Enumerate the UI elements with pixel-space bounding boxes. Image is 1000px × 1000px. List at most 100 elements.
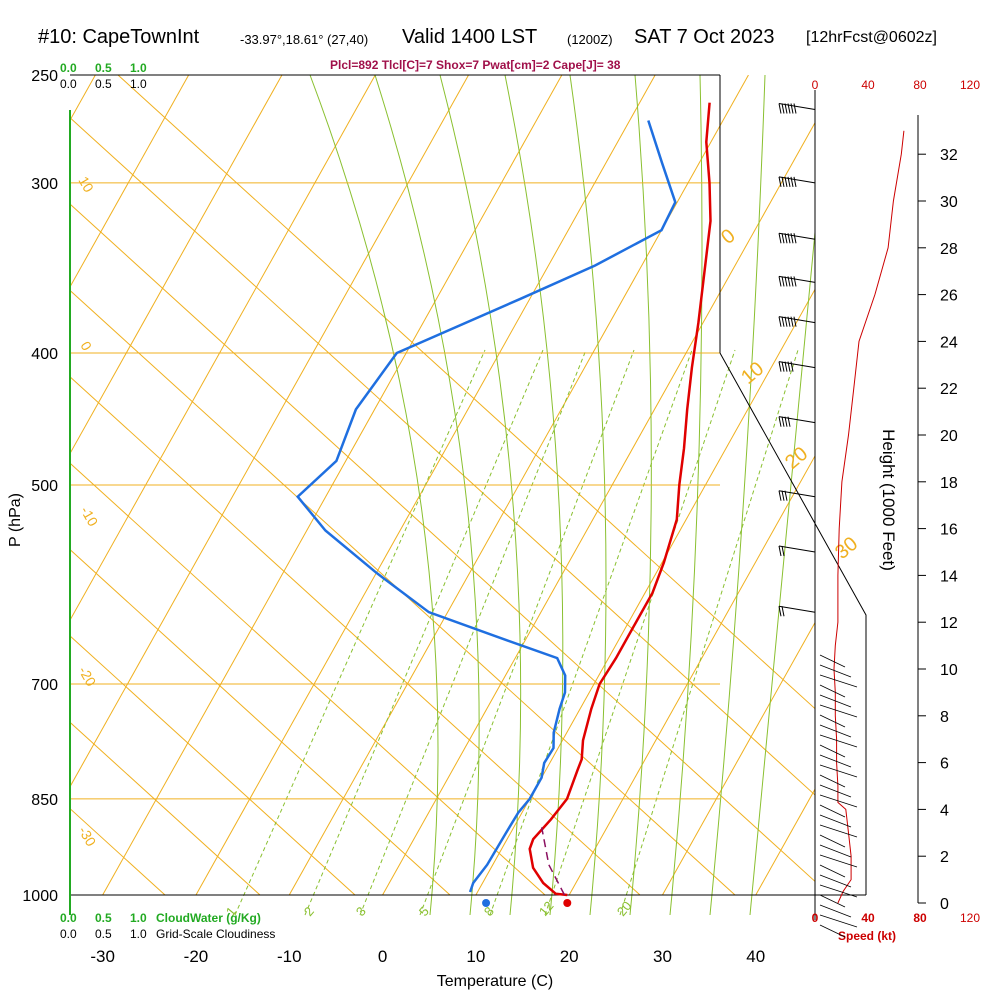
wind-barb [819,864,846,878]
chart-title: #10: CapeTownInt -33.97°,18.61° (27,40) … [0,26,1000,60]
y-tick-label: 1000 [22,888,58,905]
x-tick-label: -10 [277,947,302,966]
wind-barb [819,684,846,698]
moist-adiabat-line [669,75,703,916]
wind-speed-profile-line [833,130,905,904]
wind-barb-feather [793,103,797,114]
y-tick-label: 250 [31,68,58,85]
wind-barb-feather [781,103,785,114]
wind-barb [778,232,816,240]
dry-adiabat-label: -30 [75,824,99,850]
x-tick-label: -20 [184,947,209,966]
wind-barb-feather [778,276,782,287]
x-tick-label: 30 [653,947,672,966]
wind-barb [819,754,852,768]
x-tick-label: 0 [378,947,387,966]
moist-adiabat-line [569,75,607,916]
surface-temp-marker [563,899,572,907]
speed-top-tick: 0 [812,78,819,92]
height-tick-label: 8 [940,709,949,726]
wind-barb-feather [781,361,785,372]
valid-time: Valid 1400 LST [402,26,538,48]
wind-barb-feather [781,276,785,287]
wind-barb-feather [784,233,788,244]
dry-adiabat-line [70,548,451,896]
x-tick-label: 40 [746,947,765,966]
isotherm-line [70,75,190,288]
wind-barb [819,744,846,758]
wind-barb [778,361,816,369]
moist-adiabat-label: 10 [737,358,768,389]
wind-barb-feather [778,316,782,327]
wind-panel-border [719,352,867,895]
dry-adiabat-label: -10 [77,504,101,530]
cloudiness-bottom-tick: 0.5 [95,927,112,941]
date: SAT 7 Oct 2023 [634,26,775,48]
wind-barb [778,176,816,184]
cloud-water-bottom-tick: 1.0 [130,911,147,925]
mixing-ratio-label: 3 [353,904,369,919]
x-tick-label: 10 [466,947,485,966]
isotherm-line [70,75,283,455]
height-tick-label: 18 [940,475,958,492]
wind-barb-feather [781,545,785,557]
speed-top-tick: 120 [960,78,980,92]
wind-barb-feather [787,361,791,372]
wind-barb [819,794,858,808]
height-tick-label: 32 [940,147,958,164]
wind-barb-feather [784,176,788,187]
wind-barb-feather [790,103,794,114]
y-tick-label: 300 [31,176,58,193]
height-tick-label: 14 [940,568,958,585]
moist-adiabat-line [709,75,766,916]
cloudiness-label: Grid-Scale Cloudiness [156,927,275,941]
wind-barb-feather [790,361,794,372]
moist-adiabat-line [504,75,564,916]
wind-barb [778,275,816,283]
cloud-water-bottom-tick: 0.0 [60,911,77,925]
wind-barb [778,545,816,553]
moist-adiabat-line [374,75,480,916]
height-tick-label: 24 [940,334,958,351]
series-temperature-line [528,102,712,897]
cloudiness-top-tick: 1.0 [130,77,147,91]
wind-barb [819,844,852,858]
wind-barb-feather [787,103,791,114]
wind-barb-feather [790,176,794,187]
height-tick-label: 20 [940,428,958,445]
wind-barb-feather [784,361,788,372]
cloudiness-top-tick: 0.0 [60,77,77,91]
wind-barb [819,734,858,748]
height-tick-label: 2 [940,849,949,866]
forecast-label: [12hrFcst@0602z] [806,29,937,46]
cloud-water-top-tick: 1.0 [130,61,147,75]
wind-barb-feather [778,103,782,114]
height-tick-label: 22 [940,381,958,398]
wind-barb-feather [781,176,785,187]
height-tick-label: 10 [940,662,958,679]
isotherm-line [755,788,815,896]
moist-adiabat-line [439,75,522,916]
wind-barb-feather [784,276,788,287]
y-axis-label: P (hPa) [7,493,24,547]
wind-barb-feather [787,316,791,327]
wind-barb-feather [793,176,797,187]
wind-barb [819,804,846,818]
wind-barb [819,904,852,918]
isotherm-line [0,75,2,895]
wind-barb-feather [778,176,782,187]
station-coords: -33.97°,18.61° (27,40) [240,32,369,47]
mixing-ratio-line [359,349,587,916]
mixing-ratio-line [619,349,799,916]
wind-barb-feather [787,233,791,244]
isotherm-line [568,454,815,896]
wind-barb-feather [778,233,782,244]
dry-adiabat-label: 0 [77,339,95,354]
dry-adiabat-label: -20 [75,664,99,690]
wind-barb [778,102,816,110]
wind-barb-feather [781,490,785,501]
y-tick-label: 400 [31,346,58,363]
station-name: #10: CapeTownInt [38,26,200,48]
plot-area [0,75,815,916]
wind-barb [819,674,858,688]
